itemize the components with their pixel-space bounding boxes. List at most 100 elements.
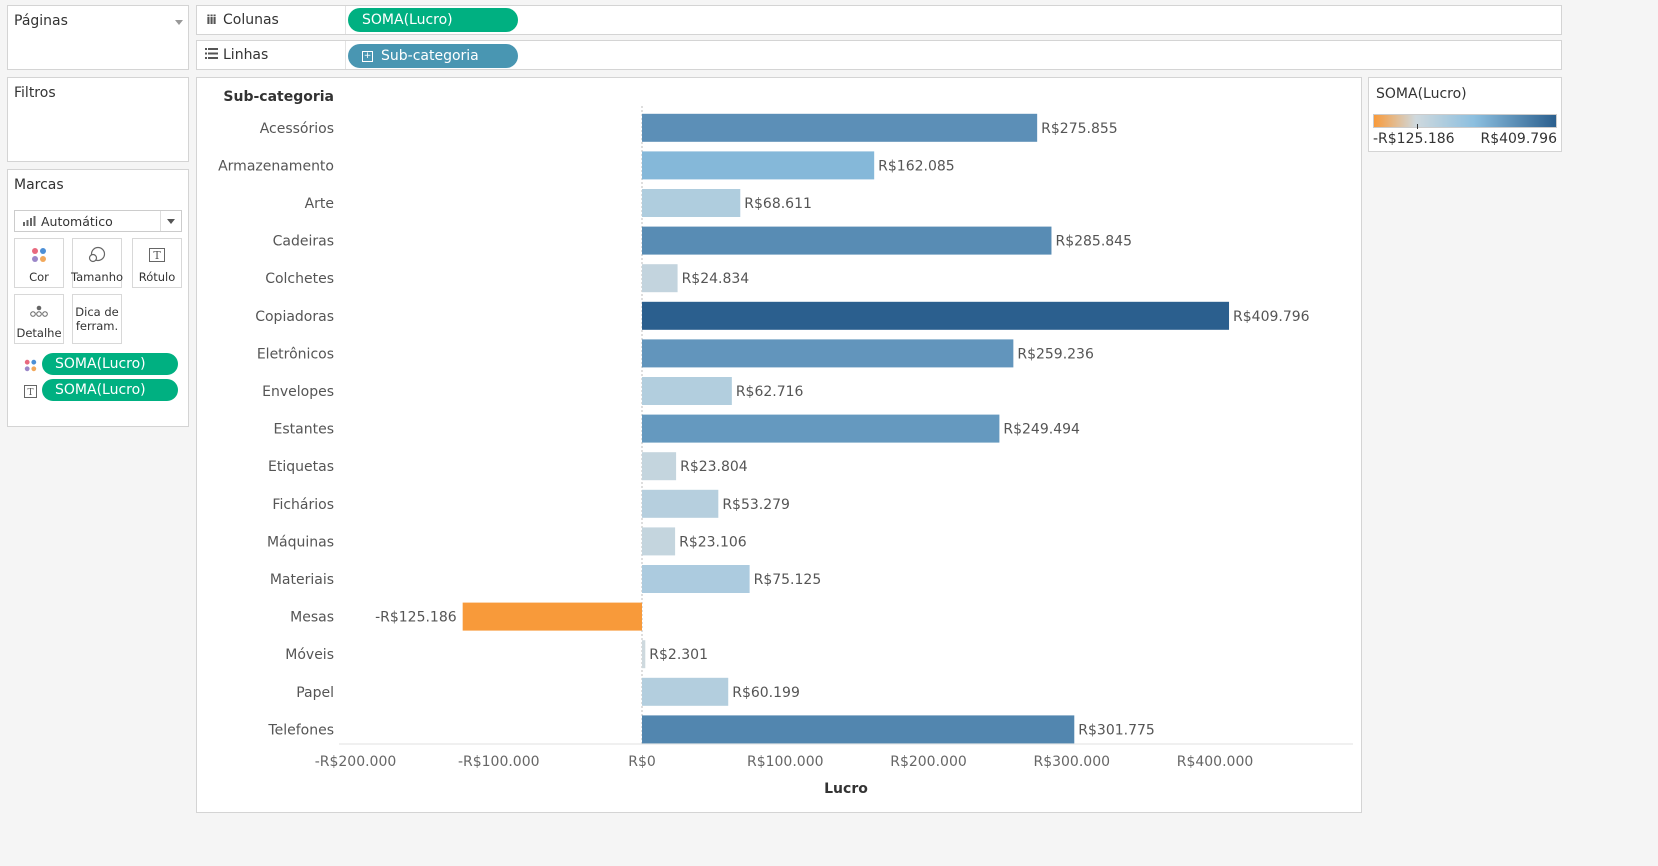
category-label[interactable]: Estantes <box>274 422 334 438</box>
svg-text:T: T <box>27 388 33 398</box>
bar-value-label: R$409.796 <box>1233 309 1310 325</box>
shelf-divider <box>345 6 346 34</box>
pill-label: Sub-categoria <box>381 48 479 64</box>
label-button[interactable]: T Rótulo <box>132 238 182 288</box>
color-button[interactable]: Cor <box>14 238 64 288</box>
marks-panel: Marcas Automático Cor Tamanho T Rótulo D… <box>7 169 189 427</box>
size-button[interactable]: Tamanho <box>70 238 124 288</box>
bar[interactable] <box>642 715 1075 744</box>
category-label[interactable]: Etiquetas <box>268 459 334 475</box>
category-label[interactable]: Mesas <box>290 610 334 626</box>
chevron-down-icon[interactable] <box>175 20 183 25</box>
category-label[interactable]: Cadeiras <box>273 234 334 250</box>
category-label[interactable]: Móveis <box>285 647 334 663</box>
bar[interactable] <box>642 377 732 405</box>
bar-value-label: R$285.845 <box>1055 234 1132 250</box>
bar-value-label: R$162.085 <box>878 158 955 174</box>
rows-shelf[interactable]: Linhas + Sub-categoria <box>196 40 1562 70</box>
legend-max-label: R$409.796 <box>1480 131 1557 147</box>
bar[interactable] <box>642 189 741 217</box>
bar-chart[interactable]: Sub-categoria Acessórios R$275.855 Armazena… <box>197 78 1361 812</box>
bar[interactable] <box>642 264 678 293</box>
chevron-down-icon[interactable] <box>167 219 175 224</box>
x-axis-title: Lucro <box>824 781 868 797</box>
color-legend-panel[interactable]: SOMA(Lucro) -R$125.186 R$409.796 <box>1368 77 1562 152</box>
category-label[interactable]: Armazenamento <box>218 158 334 174</box>
bar-value-label: R$62.716 <box>736 384 804 400</box>
detail-icon <box>29 295 49 326</box>
bar[interactable] <box>642 640 646 669</box>
columns-shelf-label: Colunas <box>223 12 279 28</box>
bar[interactable] <box>642 301 1230 330</box>
marks-label-pill[interactable]: SOMA(Lucro) <box>42 379 178 401</box>
bar[interactable] <box>642 565 750 593</box>
marks-panel-title: Marcas <box>14 177 64 193</box>
bar-value-label: R$75.125 <box>754 572 822 588</box>
bar[interactable] <box>642 489 719 518</box>
category-label[interactable]: Materiais <box>270 572 334 588</box>
category-label[interactable]: Eletrônicos <box>257 346 334 362</box>
category-label[interactable]: Envelopes <box>262 384 334 400</box>
bar[interactable] <box>642 151 875 180</box>
x-tick-label: -R$200.000 <box>315 754 397 770</box>
select-divider <box>160 211 161 231</box>
category-label[interactable]: Telefones <box>267 722 334 738</box>
category-label[interactable]: Máquinas <box>267 534 334 550</box>
category-label[interactable]: Fichários <box>272 497 334 513</box>
x-tick-label: R$0 <box>628 754 656 770</box>
bar[interactable] <box>642 226 1052 255</box>
category-label[interactable]: Copiadoras <box>255 309 334 325</box>
rows-pill-sub-categoria[interactable]: + Sub-categoria <box>348 44 518 68</box>
detail-button[interactable]: Detalhe <box>14 294 64 344</box>
category-label[interactable]: Acessórios <box>260 121 334 137</box>
rows-shelf-label: Linhas <box>223 47 269 63</box>
bar-value-label: -R$125.186 <box>375 610 457 626</box>
filters-panel[interactable]: Filtros <box>7 77 189 162</box>
bar-value-label: R$68.611 <box>744 196 812 212</box>
columns-pill-soma-lucro[interactable]: SOMA(Lucro) <box>348 8 518 32</box>
bar[interactable] <box>642 677 729 706</box>
pages-panel-title: Páginas <box>14 13 68 29</box>
color-button-label: Cor <box>29 270 49 284</box>
row-header-label: Sub-categoria <box>223 89 334 105</box>
bar-value-label: R$53.279 <box>722 497 790 513</box>
bar[interactable] <box>642 452 677 481</box>
label-button-label: Rótulo <box>138 270 176 284</box>
legend-min-label: -R$125.186 <box>1373 131 1455 147</box>
x-tick-label: R$400.000 <box>1177 754 1254 770</box>
bar-value-label: R$301.775 <box>1078 722 1155 738</box>
x-tick-label: R$200.000 <box>890 754 967 770</box>
tooltip-button-label-line1: Dica de <box>75 305 119 319</box>
bar-value-label: R$249.494 <box>1003 422 1080 438</box>
bar[interactable] <box>642 113 1038 142</box>
bar[interactable] <box>642 527 676 556</box>
bar[interactable] <box>642 414 1000 443</box>
category-label[interactable]: Papel <box>296 685 334 701</box>
marks-color-pill[interactable]: SOMA(Lucro) <box>42 353 178 375</box>
x-tick-label: -R$100.000 <box>458 754 540 770</box>
category-label[interactable]: Arte <box>305 196 334 212</box>
pages-panel[interactable]: Páginas <box>7 5 189 70</box>
tooltip-button[interactable]: Dica de ferram. <box>72 294 122 344</box>
mark-type-value: Automático <box>41 213 113 229</box>
columns-shelf[interactable]: iii Colunas SOMA(Lucro) <box>196 5 1562 35</box>
legend-title: SOMA(Lucro) <box>1376 86 1467 102</box>
bar-value-label: R$23.804 <box>680 459 748 475</box>
size-button-label: Tamanho <box>70 270 124 284</box>
shelf-divider <box>345 41 346 69</box>
legend-color-ramp <box>1373 114 1557 128</box>
tooltip-button-label-line2: ferram. <box>75 319 119 333</box>
legend-zero-marker <box>1417 124 1418 129</box>
label-encoding-icon: T <box>24 383 37 402</box>
size-icon <box>87 239 107 270</box>
category-label[interactable]: Colchetes <box>265 271 334 287</box>
bar[interactable] <box>462 602 642 631</box>
bar[interactable] <box>642 339 1014 368</box>
mark-type-select[interactable]: Automático <box>14 210 182 232</box>
columns-icon: iii <box>206 13 216 27</box>
expand-icon[interactable]: + <box>362 50 373 62</box>
bar-value-label: R$24.834 <box>682 271 750 287</box>
bar-value-label: R$259.236 <box>1017 346 1094 362</box>
chart-pane[interactable]: Sub-categoria Acessórios R$275.855 Armazena… <box>196 77 1362 813</box>
bar-chart-icon <box>23 216 36 226</box>
